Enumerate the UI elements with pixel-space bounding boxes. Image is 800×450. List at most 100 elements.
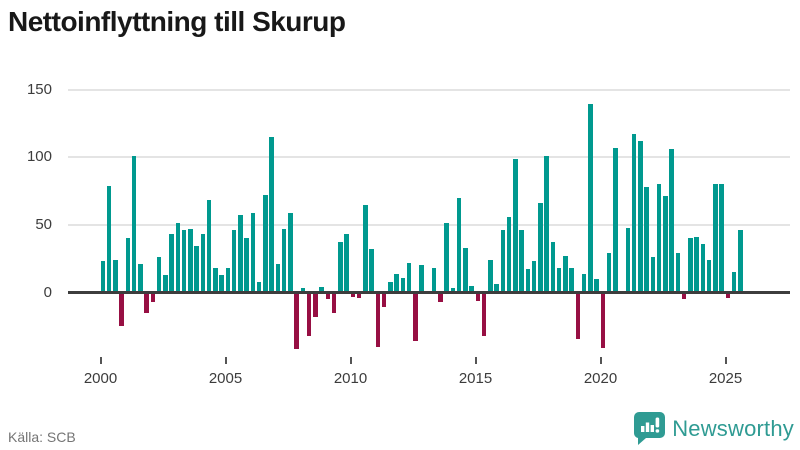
bar-2020Q2[interactable] (606, 253, 612, 293)
bar-2002Q2[interactable] (156, 257, 162, 293)
bar-2014Q2[interactable] (456, 197, 462, 293)
bar-2012Q3[interactable] (413, 292, 418, 342)
bar-2007Q1[interactable] (275, 264, 281, 293)
bar-2007Q2[interactable] (281, 228, 287, 293)
bar-2017Q4[interactable] (544, 155, 549, 293)
bar-2012Q1[interactable] (400, 277, 406, 293)
bar-2001Q3[interactable] (138, 264, 143, 293)
bar-2004Q1[interactable] (200, 234, 206, 293)
bar-2022Q3[interactable] (663, 196, 668, 293)
bar-2004Q4[interactable] (219, 274, 224, 293)
bar-2005Q2[interactable] (231, 230, 237, 293)
bar-2009Q1[interactable] (325, 292, 331, 300)
newsworthy-logo[interactable]: Newsworthy (634, 412, 794, 445)
bar-2008Q3[interactable] (313, 292, 318, 317)
bar-2024Q2[interactable] (706, 260, 712, 293)
bar-2010Q4[interactable] (369, 249, 374, 293)
bar-2005Q1[interactable] (225, 268, 231, 293)
bar-2007Q3[interactable] (288, 212, 293, 293)
bar-2002Q1[interactable] (150, 292, 156, 302)
bar-2004Q3[interactable] (213, 268, 218, 293)
bar-2018Q3[interactable] (563, 255, 568, 293)
bar-2017Q3[interactable] (538, 203, 543, 293)
bar-2016Q3[interactable] (513, 158, 518, 293)
bar-2001Q4[interactable] (144, 292, 149, 313)
bar-2022Q1[interactable] (650, 257, 656, 293)
bar-2003Q3[interactable] (188, 228, 193, 293)
bar-2001Q1[interactable] (125, 238, 131, 293)
bar-2013Q2[interactable] (431, 268, 437, 293)
bar-2020Q3[interactable] (613, 147, 618, 293)
bar-2025Q2[interactable] (731, 272, 737, 293)
bar-2000Q3[interactable] (113, 260, 118, 293)
bar-2021Q2[interactable] (631, 134, 637, 293)
bar-2011Q3[interactable] (388, 281, 393, 293)
bar-2009Q4[interactable] (344, 234, 349, 293)
bar-2019Q2[interactable] (581, 273, 587, 293)
bar-2004Q2[interactable] (206, 200, 212, 293)
bar-2011Q2[interactable] (381, 292, 387, 308)
bar-2019Q1[interactable] (575, 292, 581, 339)
bar-2021Q3[interactable] (638, 140, 643, 293)
bar-2024Q3[interactable] (713, 184, 718, 293)
bar-2002Q3[interactable] (163, 274, 168, 293)
bar-2010Q1[interactable] (350, 292, 356, 297)
bar-2013Q4[interactable] (444, 223, 449, 293)
bar-2001Q2[interactable] (131, 155, 137, 293)
bar-2018Q2[interactable] (556, 268, 562, 293)
bar-2020Q1[interactable] (600, 292, 606, 348)
bar-2010Q2[interactable] (356, 292, 362, 298)
bar-2013Q3[interactable] (438, 292, 443, 302)
bar-2015Q2[interactable] (481, 292, 487, 336)
bar-2017Q1[interactable] (525, 269, 531, 293)
bar-2014Q1[interactable] (450, 288, 456, 293)
bar-2023Q3[interactable] (688, 238, 693, 293)
bar-2023Q4[interactable] (694, 237, 699, 293)
bar-2006Q4[interactable] (269, 136, 274, 293)
bar-2000Q2[interactable] (106, 185, 112, 293)
bar-2018Q4[interactable] (569, 268, 574, 293)
bar-2016Q4[interactable] (519, 230, 524, 293)
bar-2000Q1[interactable] (100, 261, 106, 293)
bar-2015Q3[interactable] (488, 260, 493, 293)
bar-2009Q2[interactable] (331, 292, 337, 313)
bar-2022Q4[interactable] (669, 149, 674, 293)
bar-2005Q4[interactable] (244, 238, 249, 293)
bar-2005Q3[interactable] (238, 215, 243, 293)
bar-2012Q4[interactable] (419, 265, 424, 293)
bar-2017Q2[interactable] (531, 261, 537, 293)
bar-2014Q4[interactable] (469, 285, 474, 293)
bar-2025Q3[interactable] (738, 230, 743, 293)
bar-2011Q4[interactable] (394, 273, 399, 293)
bar-2008Q4[interactable] (319, 287, 324, 293)
bar-2023Q2[interactable] (681, 292, 687, 300)
bar-2000Q4[interactable] (119, 292, 124, 327)
bar-2006Q1[interactable] (250, 212, 256, 293)
bar-2023Q1[interactable] (675, 253, 681, 293)
bar-2016Q2[interactable] (506, 216, 512, 293)
bar-2011Q1[interactable] (375, 292, 381, 347)
bar-2003Q1[interactable] (175, 223, 181, 293)
bar-2018Q1[interactable] (550, 242, 556, 293)
bar-2009Q3[interactable] (338, 242, 343, 293)
bar-2006Q3[interactable] (263, 195, 268, 293)
bar-2021Q1[interactable] (625, 227, 631, 293)
bar-2024Q4[interactable] (719, 184, 724, 293)
bar-2003Q2[interactable] (181, 230, 187, 293)
bar-2006Q2[interactable] (256, 281, 262, 293)
bar-2021Q4[interactable] (644, 186, 649, 293)
bar-2019Q3[interactable] (588, 104, 593, 293)
bar-2002Q4[interactable] (169, 234, 174, 293)
bar-2025Q1[interactable] (725, 292, 731, 298)
bar-2015Q4[interactable] (494, 284, 499, 293)
bar-2010Q3[interactable] (363, 204, 368, 293)
bar-2007Q4[interactable] (294, 292, 299, 350)
bar-2003Q4[interactable] (194, 246, 199, 293)
bar-2022Q2[interactable] (656, 184, 662, 293)
bar-2014Q3[interactable] (463, 247, 468, 293)
bar-2016Q1[interactable] (500, 230, 506, 293)
bar-2024Q1[interactable] (700, 243, 706, 293)
bar-2019Q4[interactable] (594, 278, 599, 293)
bar-2012Q2[interactable] (406, 262, 412, 293)
bar-2008Q1[interactable] (300, 288, 306, 293)
